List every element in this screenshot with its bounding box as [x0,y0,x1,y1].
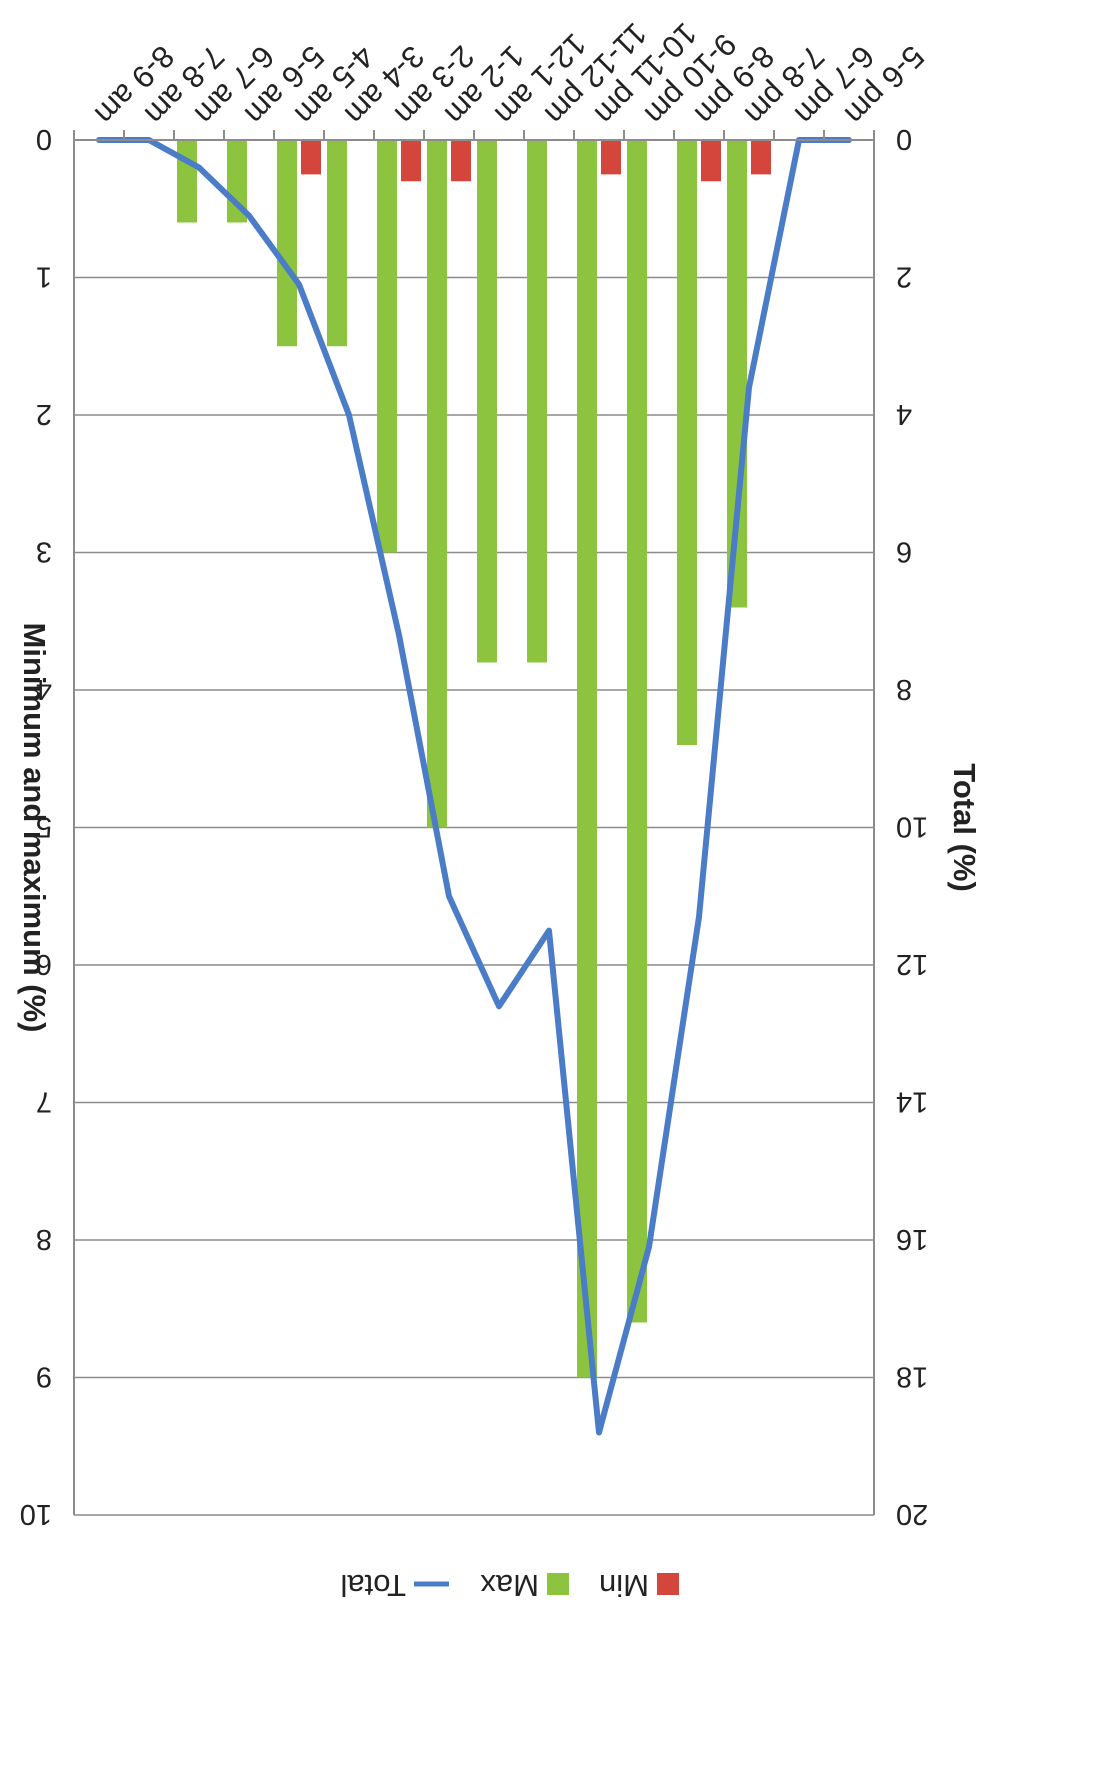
bar-min [451,140,471,182]
y-tick-label: 2 [896,261,912,293]
bar-max [477,140,497,663]
y2-tick-label: 0 [36,123,52,155]
bar-marks [177,140,771,1378]
legend-label-min: Min [599,1568,649,1603]
y2-tick-label: 8 [36,1223,52,1255]
y-tick-label: 14 [896,1086,928,1118]
y2-tick-label: 2 [36,398,52,430]
bar-min [401,140,421,182]
legend-item-min: Min [599,1568,679,1603]
bar-max [177,140,197,223]
y2-tick-label: 6 [36,948,52,980]
y-tick-label: 18 [896,1361,928,1393]
y-axis-title: Total (%) [947,763,982,892]
axes [73,130,875,1515]
left-axis-ticks: 0 2 4 6 8 10 12 14 16 18 20 [896,123,928,1530]
legend-item-max: Max [480,1568,569,1603]
y-tick-label: 0 [896,123,912,155]
y2-tick-label: 10 [20,1498,52,1530]
y2-tick-label: 3 [36,536,52,568]
legend: Min Max Total [341,1568,679,1603]
bar-max [677,140,697,745]
y2-axis-title: Minimum and maximum (%) [17,623,52,1033]
y-tick-label: 6 [896,536,912,568]
y-tick-label: 16 [896,1223,928,1255]
legend-label-total: Total [341,1568,406,1603]
y-tick-label: 4 [896,398,912,430]
legend-label-max: Max [480,1568,539,1603]
legend-swatch-min [657,1573,679,1595]
total-series-line [96,137,852,1436]
y2-tick-label: 5 [36,811,52,843]
bar-max [377,140,397,553]
y2-tick-label: 1 [36,261,52,293]
y2-tick-label: 9 [36,1361,52,1393]
y-tick-label: 20 [896,1498,928,1530]
bar-max [577,140,597,1378]
bar-max [527,140,547,663]
y-tick-label: 12 [896,948,928,980]
y2-tick-label: 4 [36,673,52,705]
right-axis-ticks: 0 1 2 3 4 5 6 7 8 9 10 [20,123,52,1530]
bar-max [627,140,647,1323]
y2-tick-label: 7 [36,1086,52,1118]
y-tick-label: 8 [896,673,912,705]
bar-max [327,140,347,347]
bar-min [701,140,721,182]
legend-swatch-max [547,1573,569,1595]
bar-min [601,140,621,175]
bar-min [751,140,771,175]
legend-item-total: Total [341,1568,449,1603]
bar-max [427,140,447,828]
gridlines [74,276,874,1516]
bar-max [277,140,297,347]
bar-min [301,140,321,175]
y-tick-label: 10 [896,811,928,843]
